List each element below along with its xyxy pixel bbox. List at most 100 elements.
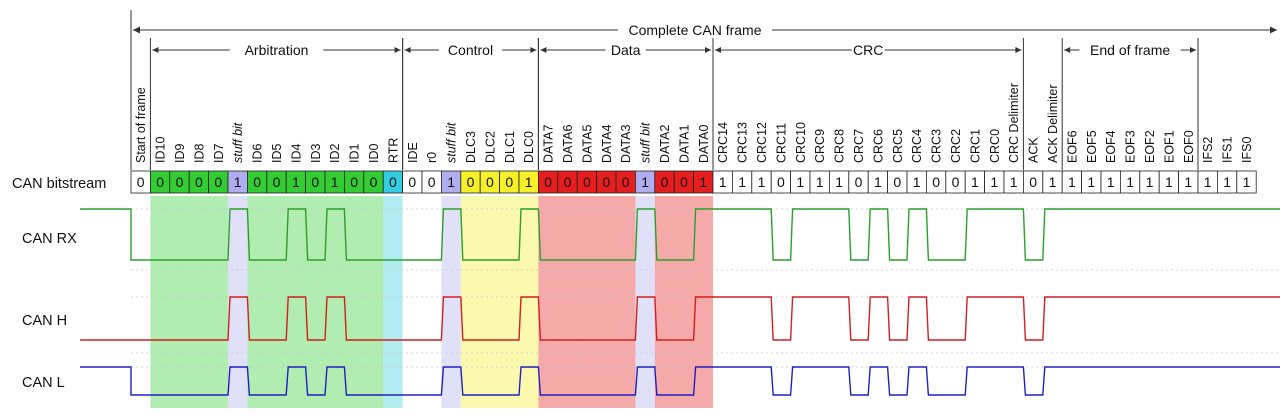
field-label: CRC6	[871, 129, 885, 163]
bit-value: 0	[350, 174, 358, 190]
section-arrow-right	[1190, 47, 1196, 53]
field-label: IFS1	[1221, 137, 1235, 163]
bit-value: 1	[816, 174, 824, 190]
section-arrow-left	[1064, 47, 1071, 53]
field-label: DATA3	[619, 125, 633, 163]
bit-value: 1	[234, 174, 242, 190]
field-label: CRC7	[852, 129, 866, 163]
section-arrow-left	[404, 47, 411, 53]
highlight-band	[499, 196, 519, 408]
bit-value: 0	[253, 174, 261, 190]
field-label: CRC8	[833, 129, 847, 163]
highlight-band	[557, 196, 578, 408]
highlight-band	[441, 196, 461, 408]
section-label-bg	[605, 42, 646, 58]
bit-value: 1	[1068, 174, 1076, 190]
highlight-bands	[150, 196, 713, 408]
bit-value: 0	[855, 174, 863, 190]
bit-value: 0	[311, 174, 319, 190]
field-label: DLC2	[483, 131, 497, 163]
can-rx-trace	[80, 208, 1280, 261]
bit-value: 1	[331, 174, 339, 190]
field-label: ID4	[289, 144, 303, 164]
highlight-band	[247, 196, 267, 408]
field-label: CRC11	[774, 123, 788, 163]
field-label: EOF1	[1162, 130, 1176, 163]
field-label: EOF0	[1182, 130, 1196, 163]
bit-value: 0	[156, 174, 164, 190]
field-label: ID8	[192, 144, 206, 164]
bit-value: 0	[467, 174, 475, 190]
field-label: DATA2	[658, 125, 672, 163]
row-label-l: CAN L	[22, 375, 65, 391]
bit-value: 1	[1243, 174, 1251, 190]
section-arrow-left	[540, 47, 547, 53]
field-label: CRC13	[736, 122, 750, 163]
field-label: stuff bit	[231, 122, 245, 163]
bit-value: 0	[680, 174, 688, 190]
bit-value: 0	[408, 174, 416, 190]
highlight-band	[344, 196, 364, 408]
bit-value: 1	[835, 174, 843, 190]
field-label: ID2	[328, 144, 342, 164]
field-label: CRC10	[794, 122, 808, 163]
section-arrow-right	[705, 47, 711, 53]
bit-value: 0	[583, 174, 591, 190]
highlight-band	[519, 196, 539, 408]
section-arrow-right	[530, 47, 537, 53]
highlight-band	[208, 196, 228, 408]
highlight-band	[460, 196, 481, 408]
highlight-band	[169, 196, 190, 408]
field-label: ID6	[251, 144, 265, 164]
bit-value: 0	[661, 174, 669, 190]
highlight-band	[480, 196, 500, 408]
bit-value: 1	[1126, 174, 1134, 190]
field-label: EOF2	[1143, 130, 1157, 163]
bit-value: 0	[932, 174, 940, 190]
bit-value: 0	[564, 174, 572, 190]
bit-value: 0	[273, 174, 281, 190]
section-arrow-right	[394, 47, 401, 53]
field-label: ID5	[270, 144, 284, 164]
bit-value: 0	[389, 174, 397, 190]
bit-cell	[1236, 170, 1257, 194]
bit-value: 1	[1146, 174, 1154, 190]
field-label: ID3	[309, 144, 323, 164]
field-label: stuff bit	[639, 122, 653, 163]
row-label-bitstream: CAN bitstream	[12, 176, 106, 192]
highlight-band	[616, 196, 636, 408]
field-label: DATA4	[600, 125, 614, 163]
bit-value: 1	[796, 174, 804, 190]
bit-value: 0	[544, 174, 552, 190]
field-label: CRC4	[910, 129, 924, 163]
bit-value: 0	[195, 174, 203, 190]
bit-value: 0	[777, 174, 785, 190]
section-label-bg	[851, 42, 885, 58]
highlight-band	[674, 196, 694, 408]
field-label: DATA5	[580, 125, 594, 163]
highlight-band	[363, 196, 384, 408]
can-h-trace	[80, 296, 1280, 341]
bit-value: 1	[447, 174, 455, 190]
section-label-bg	[438, 42, 503, 58]
row-label-rx: CAN RX	[22, 231, 77, 247]
highlight-band	[150, 196, 170, 408]
field-label: DATA7	[542, 125, 556, 163]
highlight-band	[383, 196, 403, 408]
bit-value: 0	[893, 174, 901, 190]
section-label-end-of-frame: End of frame	[1090, 42, 1170, 58]
bit-value: 0	[505, 174, 513, 190]
bit-value: 1	[1204, 174, 1212, 190]
highlight-band	[596, 196, 616, 408]
bit-value: 0	[176, 174, 184, 190]
highlight-band	[577, 196, 597, 408]
field-label: CRC2	[949, 129, 963, 163]
bit-value: 0	[214, 174, 222, 190]
field-label: DLC0	[522, 131, 536, 163]
field-label: Start of frame	[134, 87, 148, 163]
bit-value: 1	[292, 174, 300, 190]
gridlines	[131, 208, 1280, 368]
bit-value: 1	[1184, 174, 1192, 190]
